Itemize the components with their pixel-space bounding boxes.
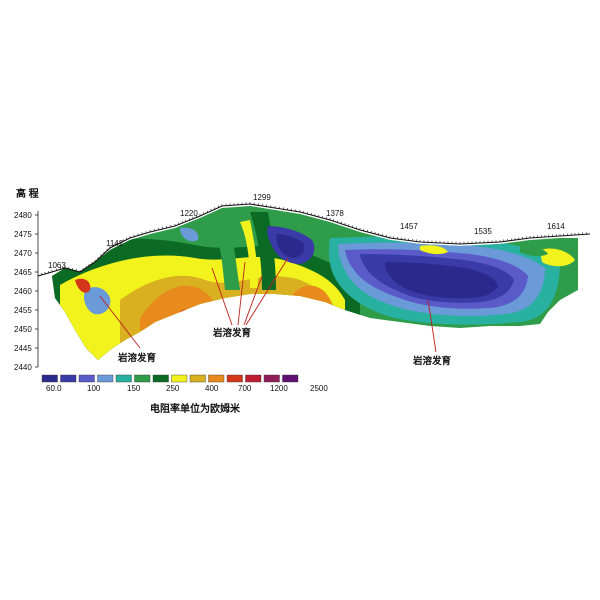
surface-electrode-ticks (37, 202, 587, 276)
karst-annotation: 岩溶发育 (117, 352, 157, 364)
legend-labels: 60.0 100 150 250 400 700 1200 2500 (46, 384, 328, 393)
y-tick-label: 2480 (14, 211, 32, 220)
karst-annotation: 岩溶发育 (412, 355, 452, 367)
legend-swatch (282, 374, 299, 383)
legend-swatch (115, 374, 132, 383)
legend-label: 700 (238, 384, 252, 393)
y-axis-ticks: 2480 2475 2470 2465 2460 2455 2450 2445 … (14, 211, 38, 372)
station-label: 1142 (106, 239, 124, 248)
legend-title: 电阻率单位为欧姆米 (150, 402, 241, 415)
legend-swatch (171, 374, 188, 383)
y-tick-label: 2465 (14, 268, 32, 277)
legend-swatch (78, 374, 95, 383)
y-tick-label: 2475 (14, 230, 32, 239)
legend-swatch (208, 374, 225, 383)
station-label: 1614 (547, 222, 565, 231)
station-labels: 1063 1142 1220 1299 1378 1457 1535 1614 (48, 193, 565, 270)
legend-label: 150 (127, 384, 141, 393)
annotation-leaders (99, 257, 437, 353)
station-label: 1457 (400, 222, 418, 231)
karst-annotation: 岩溶发育 (212, 327, 252, 339)
legend-label: 1200 (270, 384, 288, 393)
station-label: 1299 (253, 193, 271, 202)
y-tick-label: 2470 (14, 249, 32, 258)
station-label: 1063 (48, 261, 66, 270)
legend-swatch (189, 374, 206, 383)
legend-label: 100 (87, 384, 101, 393)
y-tick-label: 2450 (14, 325, 32, 334)
station-label: 1220 (180, 209, 198, 218)
legend-swatch (97, 374, 114, 383)
resistivity-section (52, 206, 578, 360)
station-label: 1535 (474, 227, 492, 236)
y-tick-label: 2460 (14, 287, 32, 296)
legend-swatch (41, 374, 58, 383)
legend-color-bar (41, 374, 299, 383)
legend-swatch (152, 374, 169, 383)
y-tick-label: 2440 (14, 363, 32, 372)
legend-swatch (226, 374, 243, 383)
y-tick-label: 2455 (14, 306, 32, 315)
y-tick-label: 2445 (14, 344, 32, 353)
legend-label: 60.0 (46, 384, 62, 393)
y-axis-label: 高 程 (16, 187, 39, 200)
legend-swatch (134, 374, 151, 383)
legend-label: 250 (166, 384, 180, 393)
legend-label: 400 (205, 384, 219, 393)
station-label: 1378 (326, 209, 344, 218)
legend-swatch (245, 374, 262, 383)
legend-swatch (263, 374, 280, 383)
legend-label: 2500 (310, 384, 328, 393)
legend-swatch (60, 374, 77, 383)
